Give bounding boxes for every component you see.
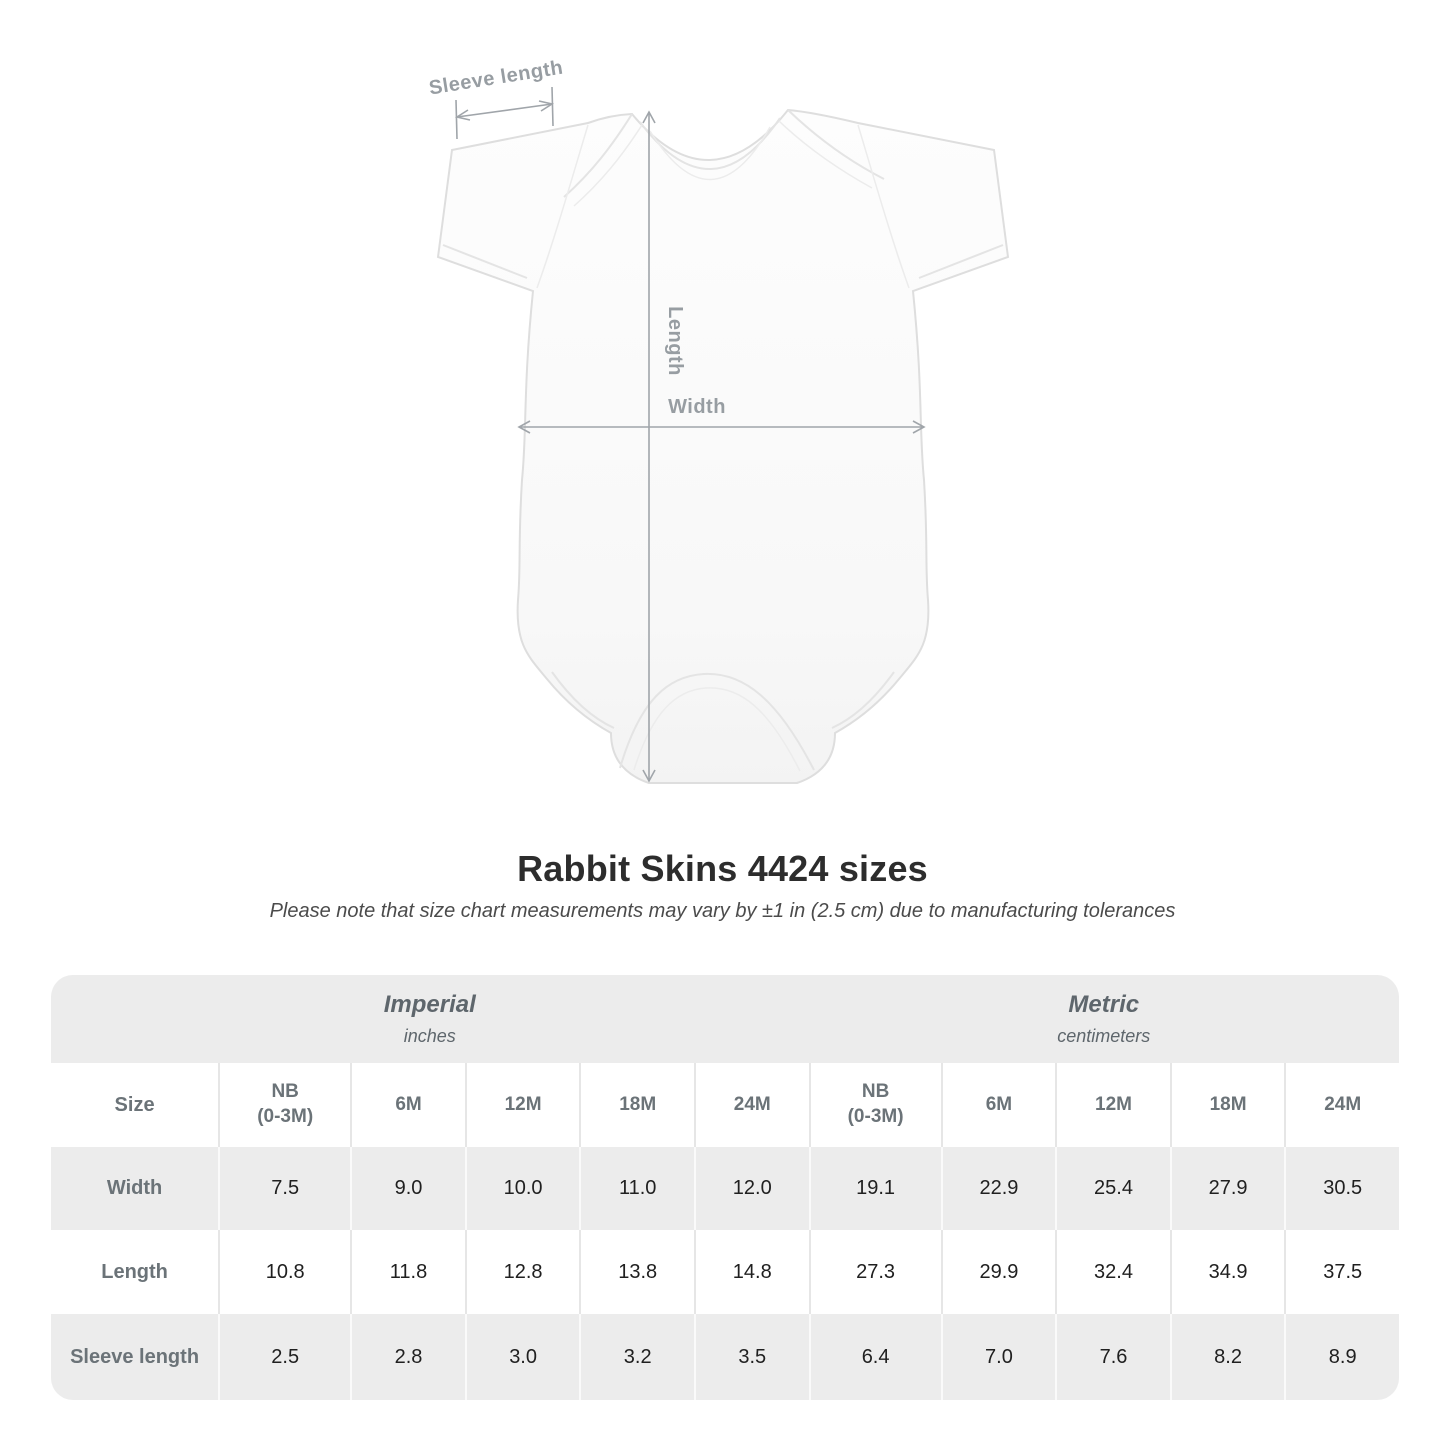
size-cell: 12M: [464, 1063, 580, 1147]
size-cell: 18M: [1169, 1063, 1285, 1147]
size-cell: 24M: [693, 1063, 809, 1147]
value-cell: 25.4: [1055, 1147, 1170, 1230]
value-cell: 30.5: [1284, 1147, 1399, 1230]
value-cell: 19.1: [808, 1147, 941, 1230]
size-cell: NB (0-3M): [808, 1063, 941, 1147]
value-cell: 27.9: [1169, 1147, 1285, 1230]
size-cell: 6M: [940, 1063, 1056, 1147]
value-cell: 3.0: [464, 1314, 580, 1400]
size-table-wrap: Imperial inches Metric centimeters Size …: [51, 975, 1399, 1400]
value-cell: 9.0: [350, 1147, 465, 1230]
imperial-label: Imperial: [383, 991, 476, 1018]
value-cell: 7.6: [1055, 1314, 1170, 1400]
metric-unit: centimeters: [1057, 1026, 1151, 1046]
row-label: Width: [51, 1147, 219, 1230]
onesie-body: [436, 108, 1010, 784]
size-cell: 6M: [350, 1063, 465, 1147]
size-table: Imperial inches Metric centimeters Size …: [51, 975, 1399, 1400]
value-cell: 34.9: [1169, 1230, 1285, 1314]
value-cell: 11.8: [350, 1230, 465, 1314]
value-cell: 12.8: [464, 1230, 580, 1314]
title-block: Rabbit Skins 4424 sizes Please note that…: [0, 848, 1445, 923]
value-cell: 11.0: [579, 1147, 694, 1230]
unit-band-row: Imperial inches Metric centimeters: [51, 975, 1399, 1063]
width-label: Width: [668, 396, 726, 418]
value-cell: 6.4: [808, 1314, 941, 1400]
imperial-unit: inches: [403, 1026, 456, 1046]
value-cell: 27.3: [808, 1230, 941, 1314]
length-dimension: Length: [642, 110, 686, 783]
value-cell: 12.0: [693, 1147, 809, 1230]
value-cell: 37.5: [1284, 1230, 1399, 1314]
size-header-row: Size NB (0-3M) 6M 12M 18M 24M NB (0-3M) …: [51, 1063, 1399, 1147]
page-title: Rabbit Skins 4424 sizes: [517, 848, 928, 889]
value-cell: 10.8: [218, 1230, 351, 1314]
length-label: Length: [664, 306, 686, 376]
value-cell: 8.2: [1169, 1314, 1285, 1400]
row-label: Sleeve length: [51, 1314, 219, 1400]
value-cell: 2.8: [350, 1314, 465, 1400]
value-cell: 3.2: [579, 1314, 694, 1400]
imperial-group-header: Imperial inches: [51, 975, 809, 1063]
size-cell: 12M: [1055, 1063, 1170, 1147]
metric-label: Metric: [1068, 991, 1140, 1018]
size-cell: 18M: [579, 1063, 694, 1147]
width-row: Width 7.5 9.0 10.0 11.0 12.0 19.1 22.9 2…: [51, 1147, 1399, 1230]
sleeve-length-dimension: Sleeve length: [427, 57, 565, 140]
value-cell: 13.8: [579, 1230, 694, 1314]
value-cell: 3.5: [693, 1314, 809, 1400]
value-cell: 8.9: [1284, 1314, 1399, 1400]
value-cell: 29.9: [940, 1230, 1056, 1314]
row-label: Length: [51, 1230, 219, 1314]
sleeve-length-row: Sleeve length 2.5 2.8 3.0 3.2 3.5 6.4 7.…: [51, 1314, 1399, 1400]
sleeve-length-label: Sleeve length: [427, 57, 564, 100]
value-cell: 14.8: [693, 1230, 809, 1314]
value-cell: 22.9: [940, 1147, 1056, 1230]
width-dimension: Width: [517, 396, 926, 434]
onesie-seams: [442, 109, 1004, 772]
tolerance-note: Please note that size chart measurements…: [269, 900, 1176, 922]
value-cell: 7.5: [218, 1147, 351, 1230]
size-cell: 24M: [1284, 1063, 1399, 1147]
value-cell: 2.5: [218, 1314, 351, 1400]
value-cell: 32.4: [1055, 1230, 1170, 1314]
length-row: Length 10.8 11.8 12.8 13.8 14.8 27.3 29.…: [51, 1230, 1399, 1314]
metric-group-header: Metric centimeters: [808, 975, 1399, 1063]
onesie-illustration: Sleeve length Length Width: [427, 57, 1010, 784]
size-cell: NB (0-3M): [218, 1063, 351, 1147]
value-cell: 7.0: [940, 1314, 1056, 1400]
size-column-label: Size: [51, 1063, 219, 1147]
sleeve-length-arrow: [456, 103, 553, 118]
value-cell: 10.0: [464, 1147, 580, 1230]
